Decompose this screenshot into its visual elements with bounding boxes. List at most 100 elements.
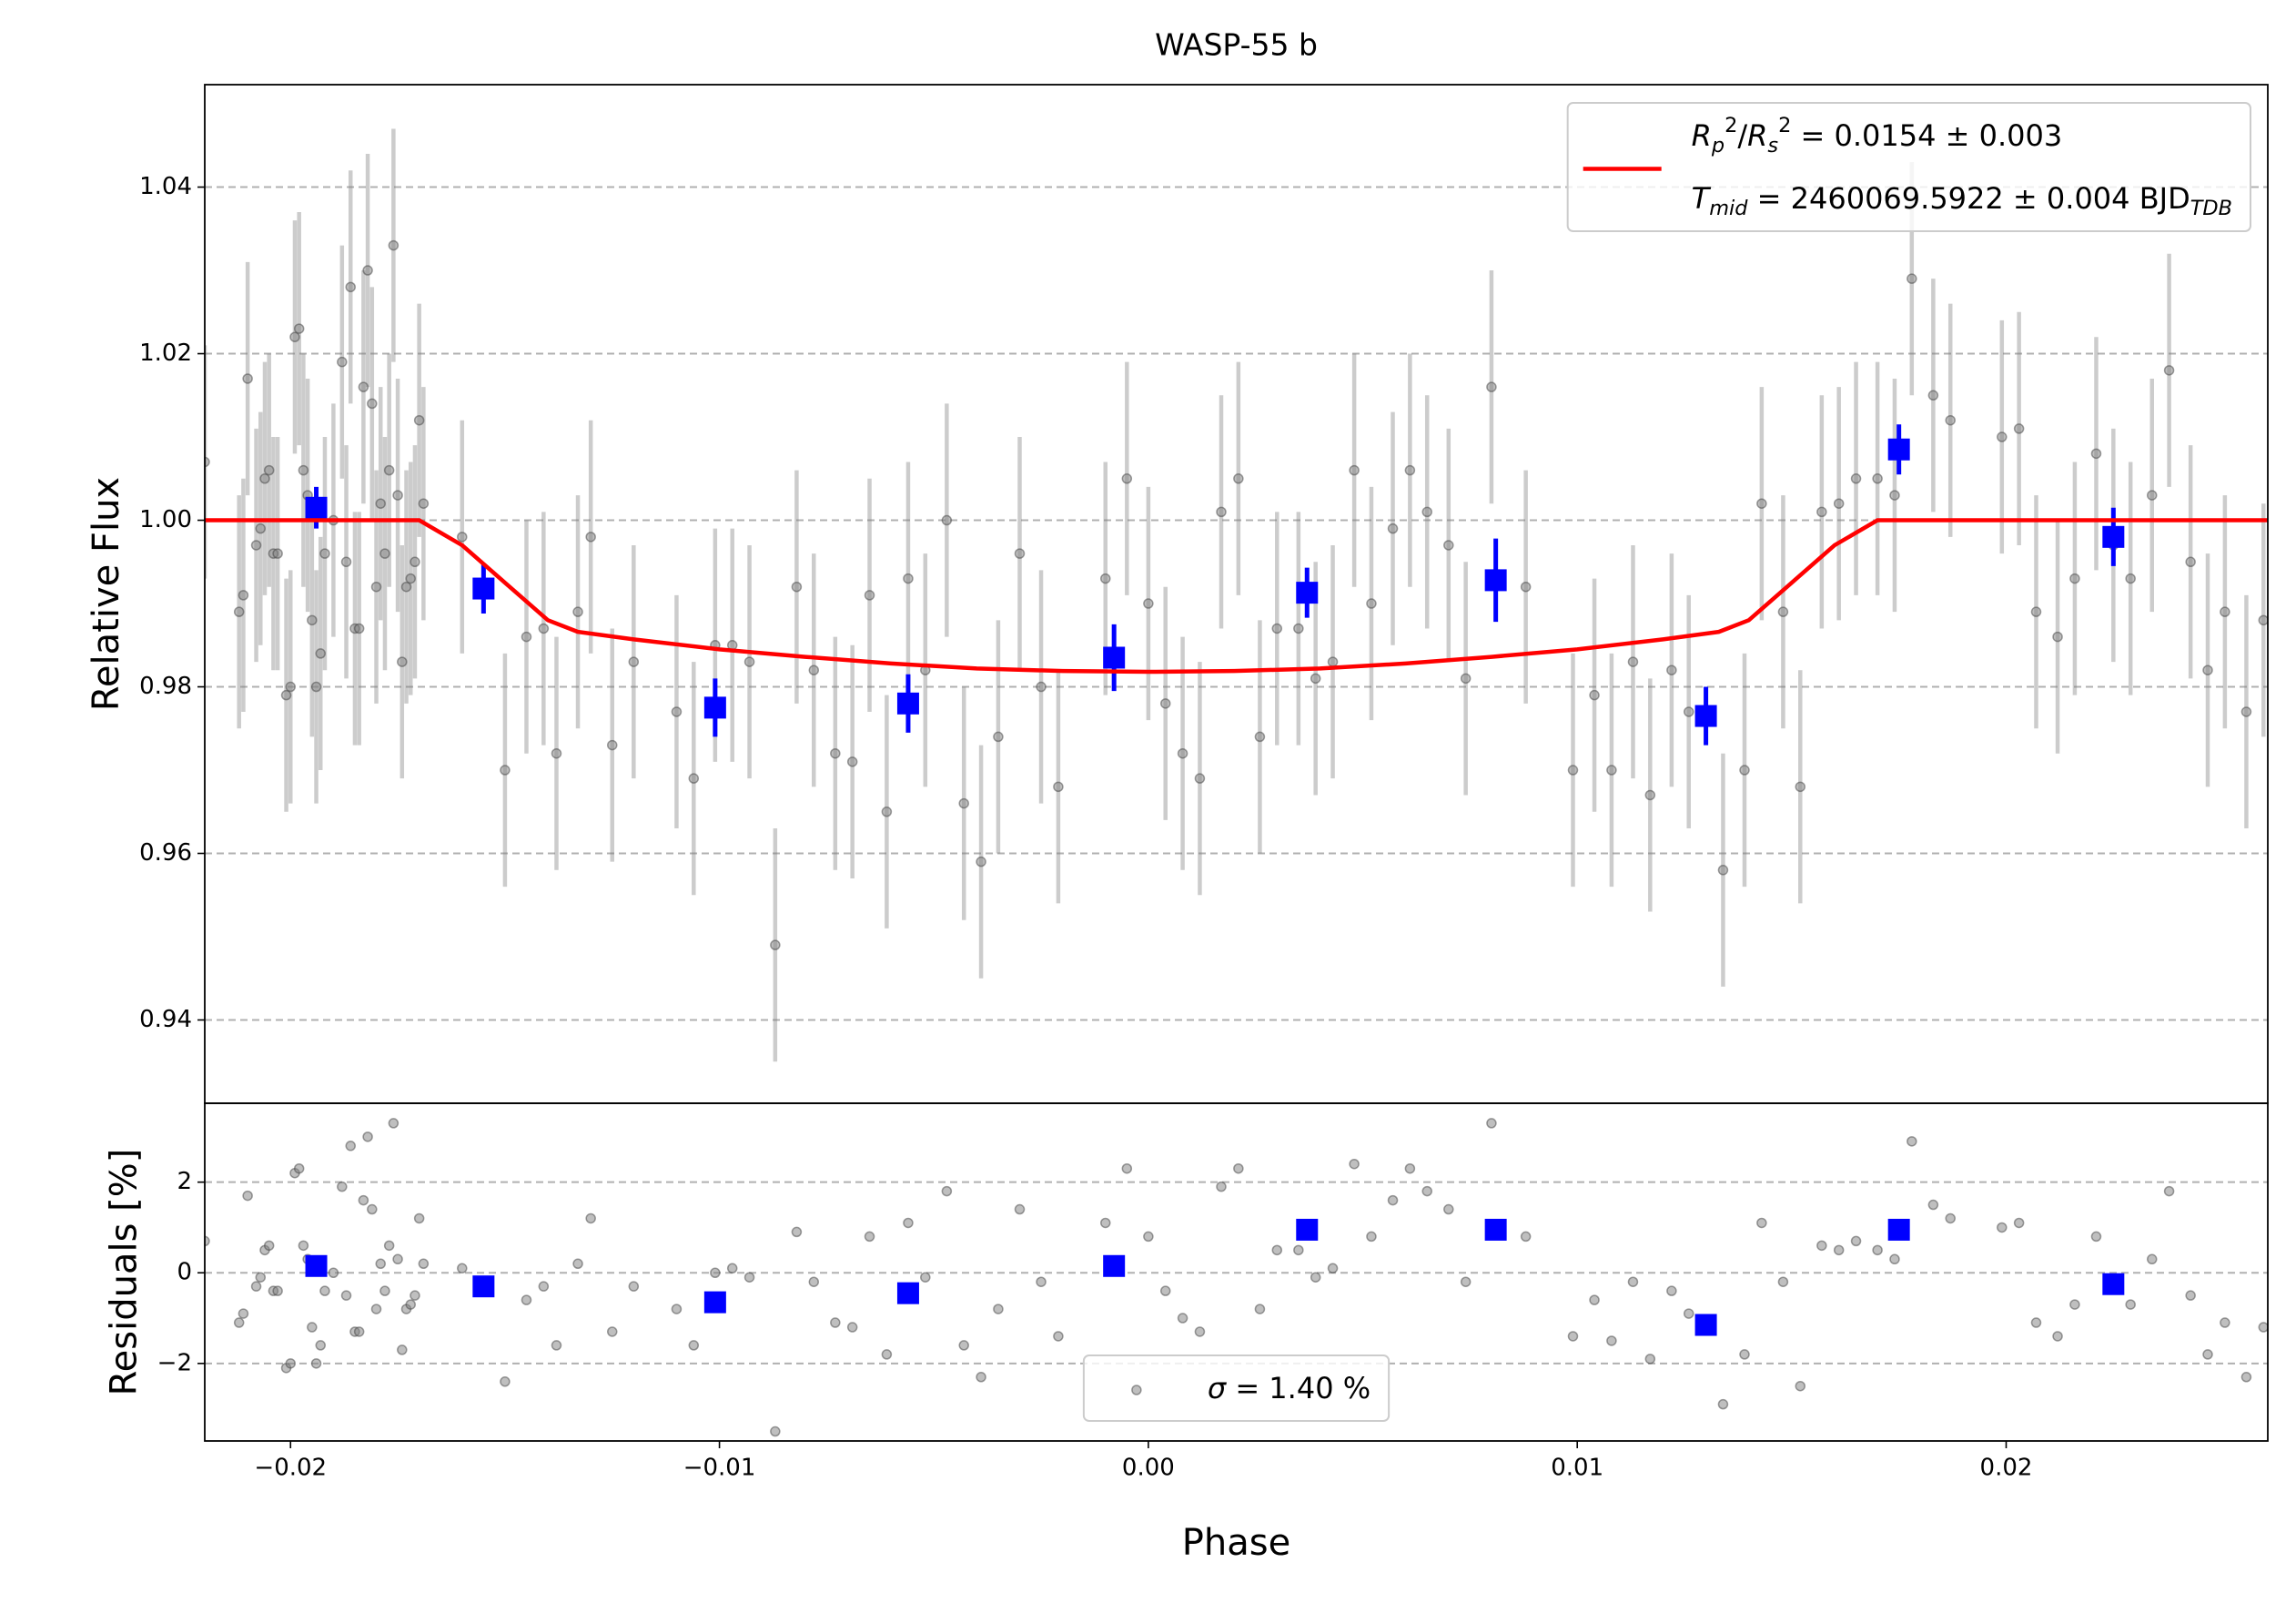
legend-label: Rp2/Rs2 = 0.0154 ± 0.003 (1692, 114, 2063, 157)
plot-area (205, 128, 2268, 1062)
data-point (1443, 1203, 1454, 1215)
binned-point (1694, 1314, 1717, 1336)
legend-label-part: mid (1709, 197, 1748, 220)
data-point (830, 1317, 841, 1328)
data-point (1872, 1244, 1883, 1256)
data-point (337, 356, 348, 368)
legend-label-part: / (1737, 118, 1747, 153)
legend-label-part: = 2460069.5922 ± 0.004 BJD (1747, 181, 2190, 216)
data-point (2090, 448, 2102, 460)
data-point (1795, 1380, 1806, 1392)
data-point (298, 464, 309, 476)
data-point (743, 656, 755, 667)
data-point (2146, 490, 2158, 501)
data-point (255, 1272, 267, 1283)
data-point (1194, 1326, 1206, 1337)
data-point (1520, 581, 1532, 593)
panel: −2 0 2 −0.02 −0.01 0.00 0.01 0.02 Phase Residuals… (104, 1102, 2269, 1564)
data-point (310, 681, 322, 693)
data-point (457, 1263, 468, 1274)
data-point (289, 331, 300, 342)
data-point (1606, 765, 1617, 776)
legend-label-part: 2 (1725, 114, 1737, 137)
data-point (2125, 573, 2136, 584)
data-point (1589, 689, 1600, 701)
data-point (353, 1326, 365, 1337)
data-point (1907, 273, 1917, 284)
data-point (671, 706, 683, 717)
legend-label: σ = 1.40 % (1208, 1371, 1371, 1405)
binned-point (2102, 525, 2125, 548)
data-point (1271, 1244, 1283, 1256)
data-point (272, 548, 283, 559)
data-point (500, 1376, 511, 1387)
data-point (606, 739, 618, 751)
data-point (1421, 1185, 1432, 1197)
data-point (551, 747, 562, 759)
data-point (418, 498, 430, 509)
y-axis-label: Residuals [%] (104, 1149, 146, 1396)
data-point (726, 1263, 738, 1274)
data-point (1907, 1136, 1917, 1147)
y-tick-label: 1.04 (139, 173, 192, 200)
data-point (1833, 1244, 1845, 1256)
data-point (1717, 1398, 1729, 1410)
data-point (1816, 1240, 1827, 1252)
binned-point (896, 692, 919, 715)
data-point (263, 1240, 275, 1252)
legend-label-part: R (1747, 118, 1767, 153)
data-point (585, 1212, 596, 1224)
data-point (1739, 1349, 1750, 1360)
data-point (1683, 1308, 1694, 1319)
data-point (941, 514, 953, 526)
data-point (379, 1285, 390, 1296)
data-point (392, 1253, 403, 1265)
data-point (285, 681, 297, 693)
data-point (400, 581, 412, 593)
data-point (1327, 1263, 1339, 1274)
data-point (383, 1240, 395, 1252)
data-point (791, 581, 803, 593)
data-point (457, 532, 468, 543)
data-point (1739, 765, 1750, 776)
data-point (770, 1425, 781, 1437)
data-point (1683, 706, 1694, 717)
data-point (1404, 464, 1416, 476)
data-point (375, 1258, 386, 1270)
data-point (1850, 473, 1862, 484)
data-point (770, 939, 781, 950)
data-point (864, 1231, 875, 1243)
legend-label-part: 2 (1778, 114, 1791, 137)
data-point (1014, 1203, 1026, 1215)
data-point (340, 556, 352, 568)
data-point (238, 590, 249, 601)
data-point (1777, 1276, 1789, 1287)
legend: σ = 1.40 % (1082, 1354, 1391, 1422)
data-point (958, 797, 969, 809)
data-point (1872, 473, 1883, 484)
data-point (1254, 731, 1266, 743)
data-point (1567, 765, 1579, 776)
data-point (1627, 656, 1639, 667)
data-point (2163, 365, 2175, 376)
data-point (1666, 665, 1677, 675)
data-point (2013, 1217, 2025, 1229)
data-point (367, 1203, 378, 1215)
chart-title: WASP-55 b (1155, 27, 1318, 63)
data-point (538, 1281, 550, 1292)
data-point (418, 1258, 430, 1270)
data-point (1143, 1231, 1154, 1243)
data-point (2220, 1317, 2230, 1328)
data-point (2052, 631, 2063, 643)
binned-point (1484, 569, 1507, 592)
binned-point (1694, 705, 1717, 727)
data-point (1567, 1331, 1579, 1342)
data-point (1194, 773, 1206, 784)
data-point (1254, 1304, 1266, 1314)
data-point (1460, 673, 1472, 685)
data-point (1460, 1276, 1472, 1287)
data-point (1850, 1235, 1862, 1247)
data-point (358, 1194, 369, 1206)
data-point (941, 1185, 953, 1197)
